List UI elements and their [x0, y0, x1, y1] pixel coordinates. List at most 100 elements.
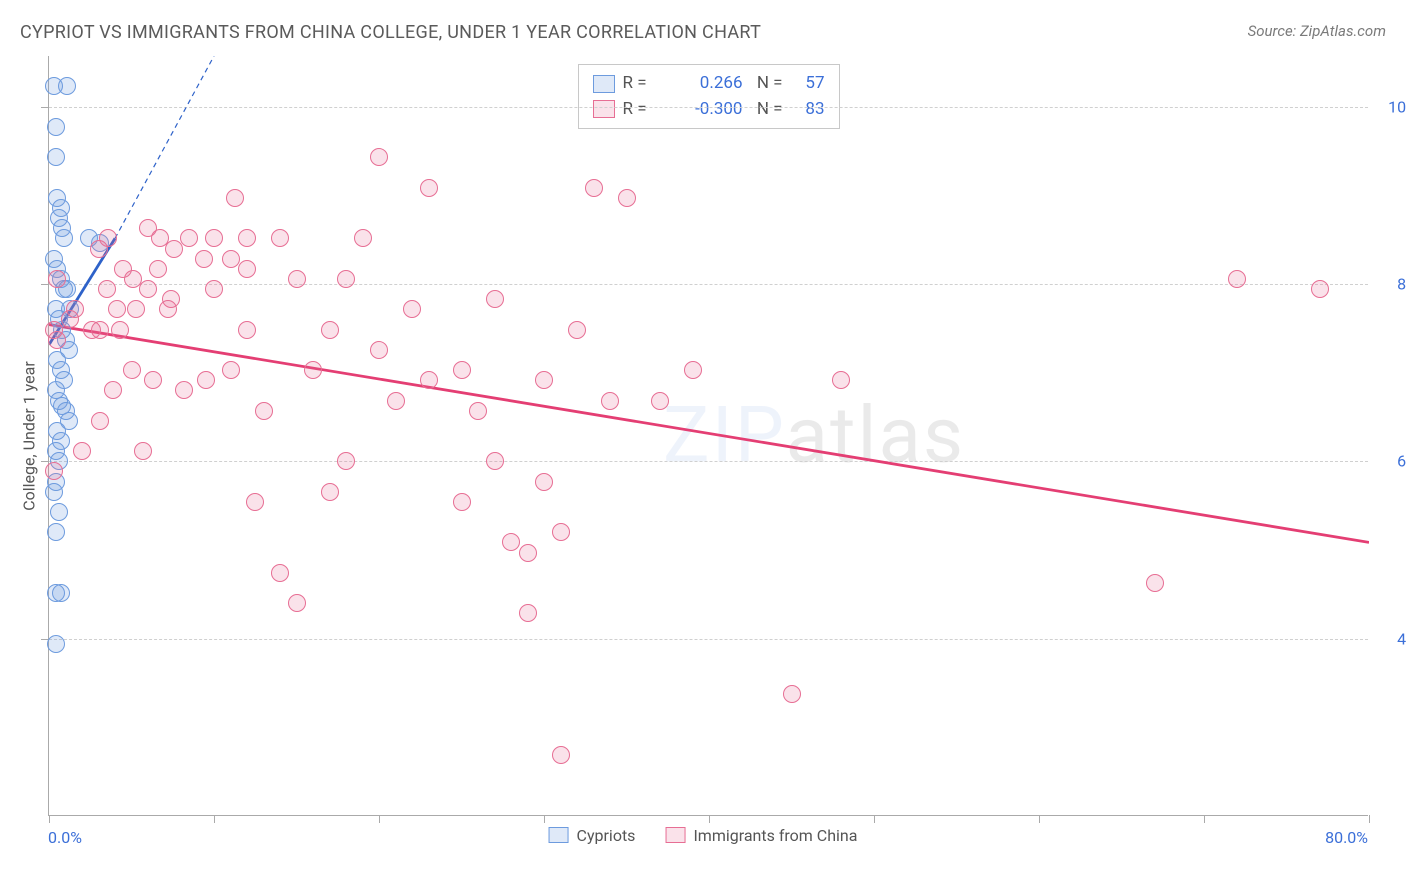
trend-lines	[49, 56, 1369, 816]
legend-stats: R = 0.266 N = 57R = -0.300 N = 83	[578, 64, 840, 129]
data-point	[47, 635, 65, 653]
legend-label: Cypriots	[577, 826, 636, 845]
legend-swatch	[665, 827, 685, 843]
legend-swatch	[593, 75, 615, 93]
chart-source: Source: ZipAtlas.com	[1248, 22, 1386, 40]
data-point	[99, 229, 117, 247]
data-point	[134, 442, 152, 460]
data-point	[618, 189, 636, 207]
chart-title: CYPRIOT VS IMMIGRANTS FROM CHINA COLLEGE…	[20, 22, 761, 43]
x-tick	[379, 815, 380, 823]
data-point	[486, 290, 504, 308]
x-tick	[1039, 815, 1040, 823]
legend-r-value: 0.266	[667, 71, 743, 97]
data-point	[47, 148, 65, 166]
y-tick-label: 47.5%	[1397, 629, 1406, 648]
x-tick	[1204, 815, 1205, 823]
legend-item: Cypriots	[549, 826, 636, 845]
data-point	[127, 300, 145, 318]
legend-n-value: 57	[791, 71, 825, 97]
data-point	[832, 371, 850, 389]
legend-r-value: -0.300	[667, 97, 743, 123]
data-point	[197, 371, 215, 389]
data-point	[420, 371, 438, 389]
legend-r-label: R =	[623, 97, 659, 123]
data-point	[337, 270, 355, 288]
data-point	[519, 544, 537, 562]
data-point	[47, 118, 65, 136]
data-point	[469, 402, 487, 420]
legend-stat-row: R = -0.300 N = 83	[593, 97, 825, 123]
data-point	[552, 746, 570, 764]
data-point	[111, 321, 129, 339]
gridline	[49, 284, 1368, 285]
data-point	[271, 564, 289, 582]
data-point	[651, 392, 669, 410]
x-tick	[544, 815, 545, 823]
gridline	[49, 107, 1368, 108]
y-tick-label: 82.5%	[1397, 275, 1406, 294]
data-point	[58, 77, 76, 95]
data-point	[1146, 574, 1164, 592]
trend-line-extrapolated	[115, 56, 214, 238]
data-point	[288, 270, 306, 288]
data-point	[321, 483, 339, 501]
watermark: ZIPatlas	[663, 390, 965, 481]
data-point	[486, 452, 504, 470]
data-point	[1228, 270, 1246, 288]
y-tick	[41, 461, 49, 462]
data-point	[222, 361, 240, 379]
data-point	[48, 331, 66, 349]
data-point	[226, 189, 244, 207]
data-point	[502, 533, 520, 551]
data-point	[195, 250, 213, 268]
data-point	[139, 280, 157, 298]
legend-label: Immigrants from China	[693, 826, 857, 845]
data-point	[238, 260, 256, 278]
y-tick-label: 65.0%	[1397, 452, 1406, 471]
data-point	[783, 685, 801, 703]
data-point	[568, 321, 586, 339]
legend-r-label: R =	[623, 71, 659, 97]
data-point	[255, 402, 273, 420]
legend-n-label: N =	[751, 97, 783, 123]
x-axis-max-label: 80.0%	[1325, 828, 1368, 847]
y-axis-label: College, Under 1 year	[20, 361, 39, 511]
legend-series: Cypriots Immigrants from China	[549, 826, 858, 845]
data-point	[52, 199, 70, 217]
data-point	[304, 361, 322, 379]
data-point	[162, 290, 180, 308]
data-point	[48, 270, 66, 288]
data-point	[91, 321, 109, 339]
data-point	[403, 300, 421, 318]
data-point	[552, 523, 570, 541]
watermark-zip: ZIP	[663, 390, 786, 481]
data-point	[271, 229, 289, 247]
data-point	[104, 381, 122, 399]
data-point	[370, 148, 388, 166]
data-point	[337, 452, 355, 470]
data-point	[45, 483, 63, 501]
data-point	[453, 361, 471, 379]
data-point	[535, 371, 553, 389]
data-point	[585, 179, 603, 197]
data-point	[50, 503, 68, 521]
data-point	[238, 229, 256, 247]
gridline	[49, 461, 1368, 462]
data-point	[354, 229, 372, 247]
data-point	[601, 392, 619, 410]
x-tick	[1369, 815, 1370, 823]
data-point	[205, 229, 223, 247]
data-point	[180, 229, 198, 247]
legend-item: Immigrants from China	[665, 826, 857, 845]
data-point	[684, 361, 702, 379]
legend-stat-row: R =0.266N =57	[593, 71, 825, 97]
x-tick	[709, 815, 710, 823]
legend-n-value: 83	[791, 97, 825, 123]
data-point	[246, 493, 264, 511]
data-point	[535, 473, 553, 491]
data-point	[98, 280, 116, 298]
data-point	[55, 229, 73, 247]
data-point	[149, 260, 167, 278]
data-point	[420, 179, 438, 197]
